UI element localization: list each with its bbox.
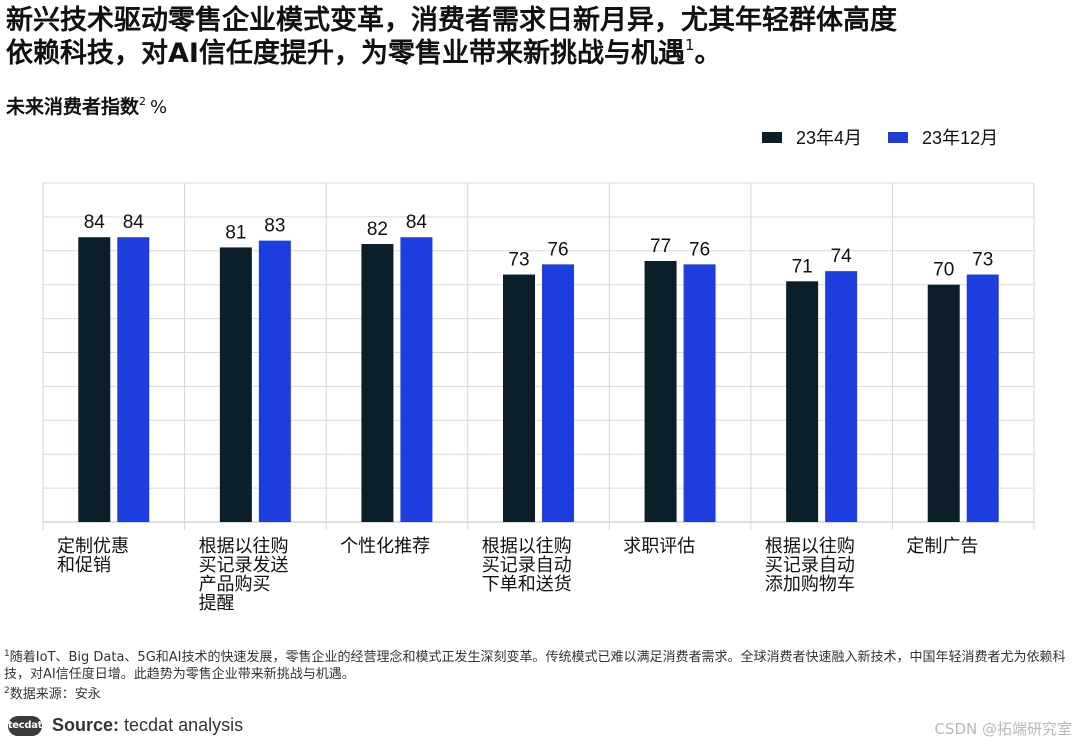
category-label-line: 和促销 <box>57 555 111 576</box>
bar-apr <box>219 247 252 522</box>
data-label: 81 <box>225 222 246 243</box>
legend-item-apr: 23年4月 <box>762 124 862 150</box>
legend-label-apr: 23年4月 <box>796 128 863 148</box>
category-label: 根据以往购买记录发送产品购买提醒 <box>199 536 289 614</box>
data-label: 70 <box>933 260 954 281</box>
chart-subtitle: 未来消费者指数2% <box>6 92 167 119</box>
data-label: 73 <box>508 250 529 271</box>
bar-apr <box>927 284 960 522</box>
bar-apr <box>503 274 535 522</box>
category-label: 求职评估 <box>623 536 695 557</box>
tecdat-logo: tecdat <box>8 715 43 736</box>
legend-item-dec: 23年12月 <box>888 124 998 150</box>
category-label-line: 根据以往购 <box>765 536 855 557</box>
bar-dec <box>542 264 574 522</box>
footnote-2-text: 数据来源：安永 <box>9 687 101 702</box>
bar-dec <box>400 237 433 523</box>
bar-dec <box>683 264 716 522</box>
category-label: 个性化推荐 <box>340 536 430 557</box>
footnote-1-marker: 1 <box>4 649 10 659</box>
footnote-2: 2数据来源：安永 <box>4 683 1074 703</box>
category-label-line: 产品购买 <box>199 574 271 595</box>
footnote-1-text: 随着IoT、Big Data、5G和AI技术的快速发展，零售企业的经营理念和模式… <box>4 650 1066 682</box>
headline-end: 。 <box>694 38 722 69</box>
bar-dec <box>258 240 291 522</box>
category-label-line: 添加购物车 <box>765 574 855 595</box>
legend-label-dec: 23年12月 <box>922 128 999 148</box>
bar-dec <box>117 237 150 523</box>
category-label-line: 定制广告 <box>906 536 978 557</box>
category-label-line: 买记录自动 <box>765 555 855 576</box>
bar-dec <box>825 271 858 522</box>
category-label-line: 个性化推荐 <box>340 536 430 557</box>
legend-swatch-apr <box>762 131 782 143</box>
page-title: 新兴技术驱动零售企业模式变革，消费者需求日新月异，尤其年轻群体高度 依赖科技，对A… <box>6 4 1074 70</box>
data-label: 77 <box>650 236 671 257</box>
bar-apr <box>644 260 677 522</box>
data-label: 82 <box>367 219 388 240</box>
data-label: 84 <box>123 212 145 233</box>
bar-apr <box>361 244 394 522</box>
category-label-line: 求职评估 <box>623 536 695 557</box>
footnotes: 1随着IoT、Big Data、5G和AI技术的快速发展，零售企业的经营理念和模… <box>4 646 1074 703</box>
category-label: 定制广告 <box>906 536 978 557</box>
category-label-line: 提醒 <box>199 593 235 614</box>
subtitle-footnote-marker: 2 <box>139 95 147 108</box>
bar-dec <box>966 274 999 522</box>
data-label: 76 <box>547 239 568 260</box>
source-label: Source: <box>52 715 120 735</box>
watermark: CSDN @拓端研究室 <box>934 720 1072 738</box>
footnote-1: 1随着IoT、Big Data、5G和AI技术的快速发展，零售企业的经营理念和模… <box>4 646 1074 683</box>
headline-footnote-marker: 1 <box>684 36 695 54</box>
source-line: tecdat Source: tecdat analysis <box>8 715 243 736</box>
data-label: 84 <box>84 212 106 233</box>
headline-line-1: 新兴技术驱动零售企业模式变革，消费者需求日新月异，尤其年轻群体高度 <box>6 5 897 36</box>
category-label-line: 根据以往购 <box>199 536 289 557</box>
category-label-line: 买记录自动 <box>482 555 572 576</box>
footnote-2-marker: 2 <box>4 686 10 696</box>
subtitle-text: 未来消费者指数 <box>6 96 140 118</box>
category-label: 根据以往购买记录自动下单和送货 <box>482 536 572 595</box>
category-label: 定制优惠和促销 <box>57 536 129 576</box>
category-label-line: 根据以往购 <box>482 536 572 557</box>
data-label: 73 <box>972 250 993 271</box>
data-label: 83 <box>264 216 285 237</box>
data-label: 76 <box>689 239 710 260</box>
category-label-line: 定制优惠 <box>57 536 129 557</box>
bar-apr <box>786 281 819 522</box>
bar-apr <box>78 237 111 523</box>
source-text: Source: tecdat analysis <box>52 715 243 736</box>
category-label: 根据以往购买记录自动添加购物车 <box>765 536 855 595</box>
headline-line-2: 依赖科技，对AI信任度提升，为零售业带来新挑战与机遇 <box>6 38 685 69</box>
source-value: tecdat analysis <box>119 715 244 735</box>
data-label: 84 <box>406 212 428 233</box>
category-label-line: 下单和送货 <box>482 574 572 595</box>
data-label: 71 <box>792 256 813 277</box>
legend-swatch-dec <box>888 131 909 143</box>
category-label-line: 买记录发送 <box>199 555 289 576</box>
data-label: 74 <box>831 246 853 267</box>
chart-legend: 23年4月 23年12月 <box>762 124 998 150</box>
subtitle-unit: % <box>150 97 168 118</box>
